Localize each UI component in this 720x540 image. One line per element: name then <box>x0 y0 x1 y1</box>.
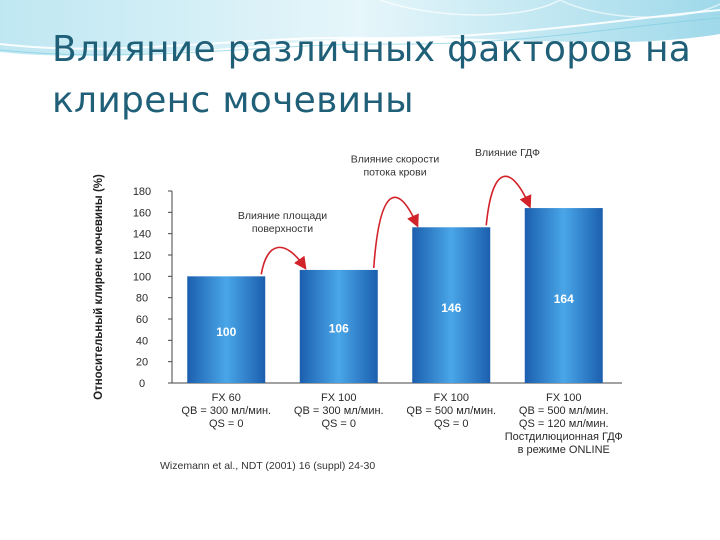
annotation-text: Влияние ГДФ <box>475 147 540 159</box>
annotation-arrow <box>260 246 307 275</box>
bar-value-label: 164 <box>554 292 574 306</box>
y-tick-label: 140 <box>133 229 151 241</box>
y-tick-label: 40 <box>136 335 148 347</box>
slide-title: Влияние различных факторов на клиренс мо… <box>52 29 692 121</box>
x-category-label: QB = 500 мл/мин. <box>519 405 609 417</box>
x-category-label: QS = 120 мл/мин. <box>519 418 609 430</box>
x-category-label: QS = 0 <box>321 418 356 430</box>
y-tick-label: 160 <box>133 207 151 219</box>
annotation-text: поверхности <box>252 223 313 235</box>
y-tick-label: 0 <box>139 378 145 390</box>
y-tick-label: 20 <box>136 357 148 369</box>
bar <box>187 276 266 383</box>
bar-value-label: 146 <box>441 301 461 315</box>
bar-value-label: 100 <box>216 325 236 339</box>
bar-value-label: 106 <box>329 322 349 336</box>
bar <box>299 269 378 383</box>
y-axis-label: Относительный клиренс мочевины (%) <box>93 174 105 400</box>
y-tick-label: 60 <box>136 314 148 326</box>
chart-figure: Относительный клиренс мочевины (%) 0 20 40 6… <box>82 132 642 496</box>
x-category-label: в режиме ONLINE <box>518 444 610 456</box>
x-category-label: FX 100 <box>321 392 356 404</box>
y-tick-label: 180 <box>133 186 151 198</box>
source-citation: Wizemann et al., NDT (2001) 16 (suppl) 2… <box>160 460 375 472</box>
y-tick-label: 80 <box>136 293 148 305</box>
x-category-label: QS = 0 <box>434 418 469 430</box>
bar <box>524 208 603 383</box>
x-category-label: FX 60 <box>212 392 241 404</box>
bar <box>412 227 491 383</box>
x-category-label: QB = 300 мл/мин. <box>294 405 384 417</box>
annotation-text: Влияние скорости <box>351 153 440 165</box>
y-tick-label: 100 <box>133 271 151 283</box>
x-category-label: QB = 500 мл/мин. <box>406 405 496 417</box>
x-category-label: QB = 300 мл/мин. <box>181 405 271 417</box>
x-category-label: FX 100 <box>434 392 469 404</box>
y-tick-label: 120 <box>133 250 151 262</box>
annotation-text: Влияние площади <box>238 210 327 222</box>
x-category-label: Постдилюционная ГДФ <box>505 431 623 443</box>
x-category-label: QS = 0 <box>209 418 244 430</box>
bar-chart: Относительный клиренс мочевины (%) 0 20 40 6… <box>93 147 623 472</box>
annotation-text: потока крови <box>363 166 426 178</box>
annotation-arrow <box>372 196 419 268</box>
x-category-label: FX 100 <box>546 392 581 404</box>
annotation-arrow <box>485 175 532 226</box>
